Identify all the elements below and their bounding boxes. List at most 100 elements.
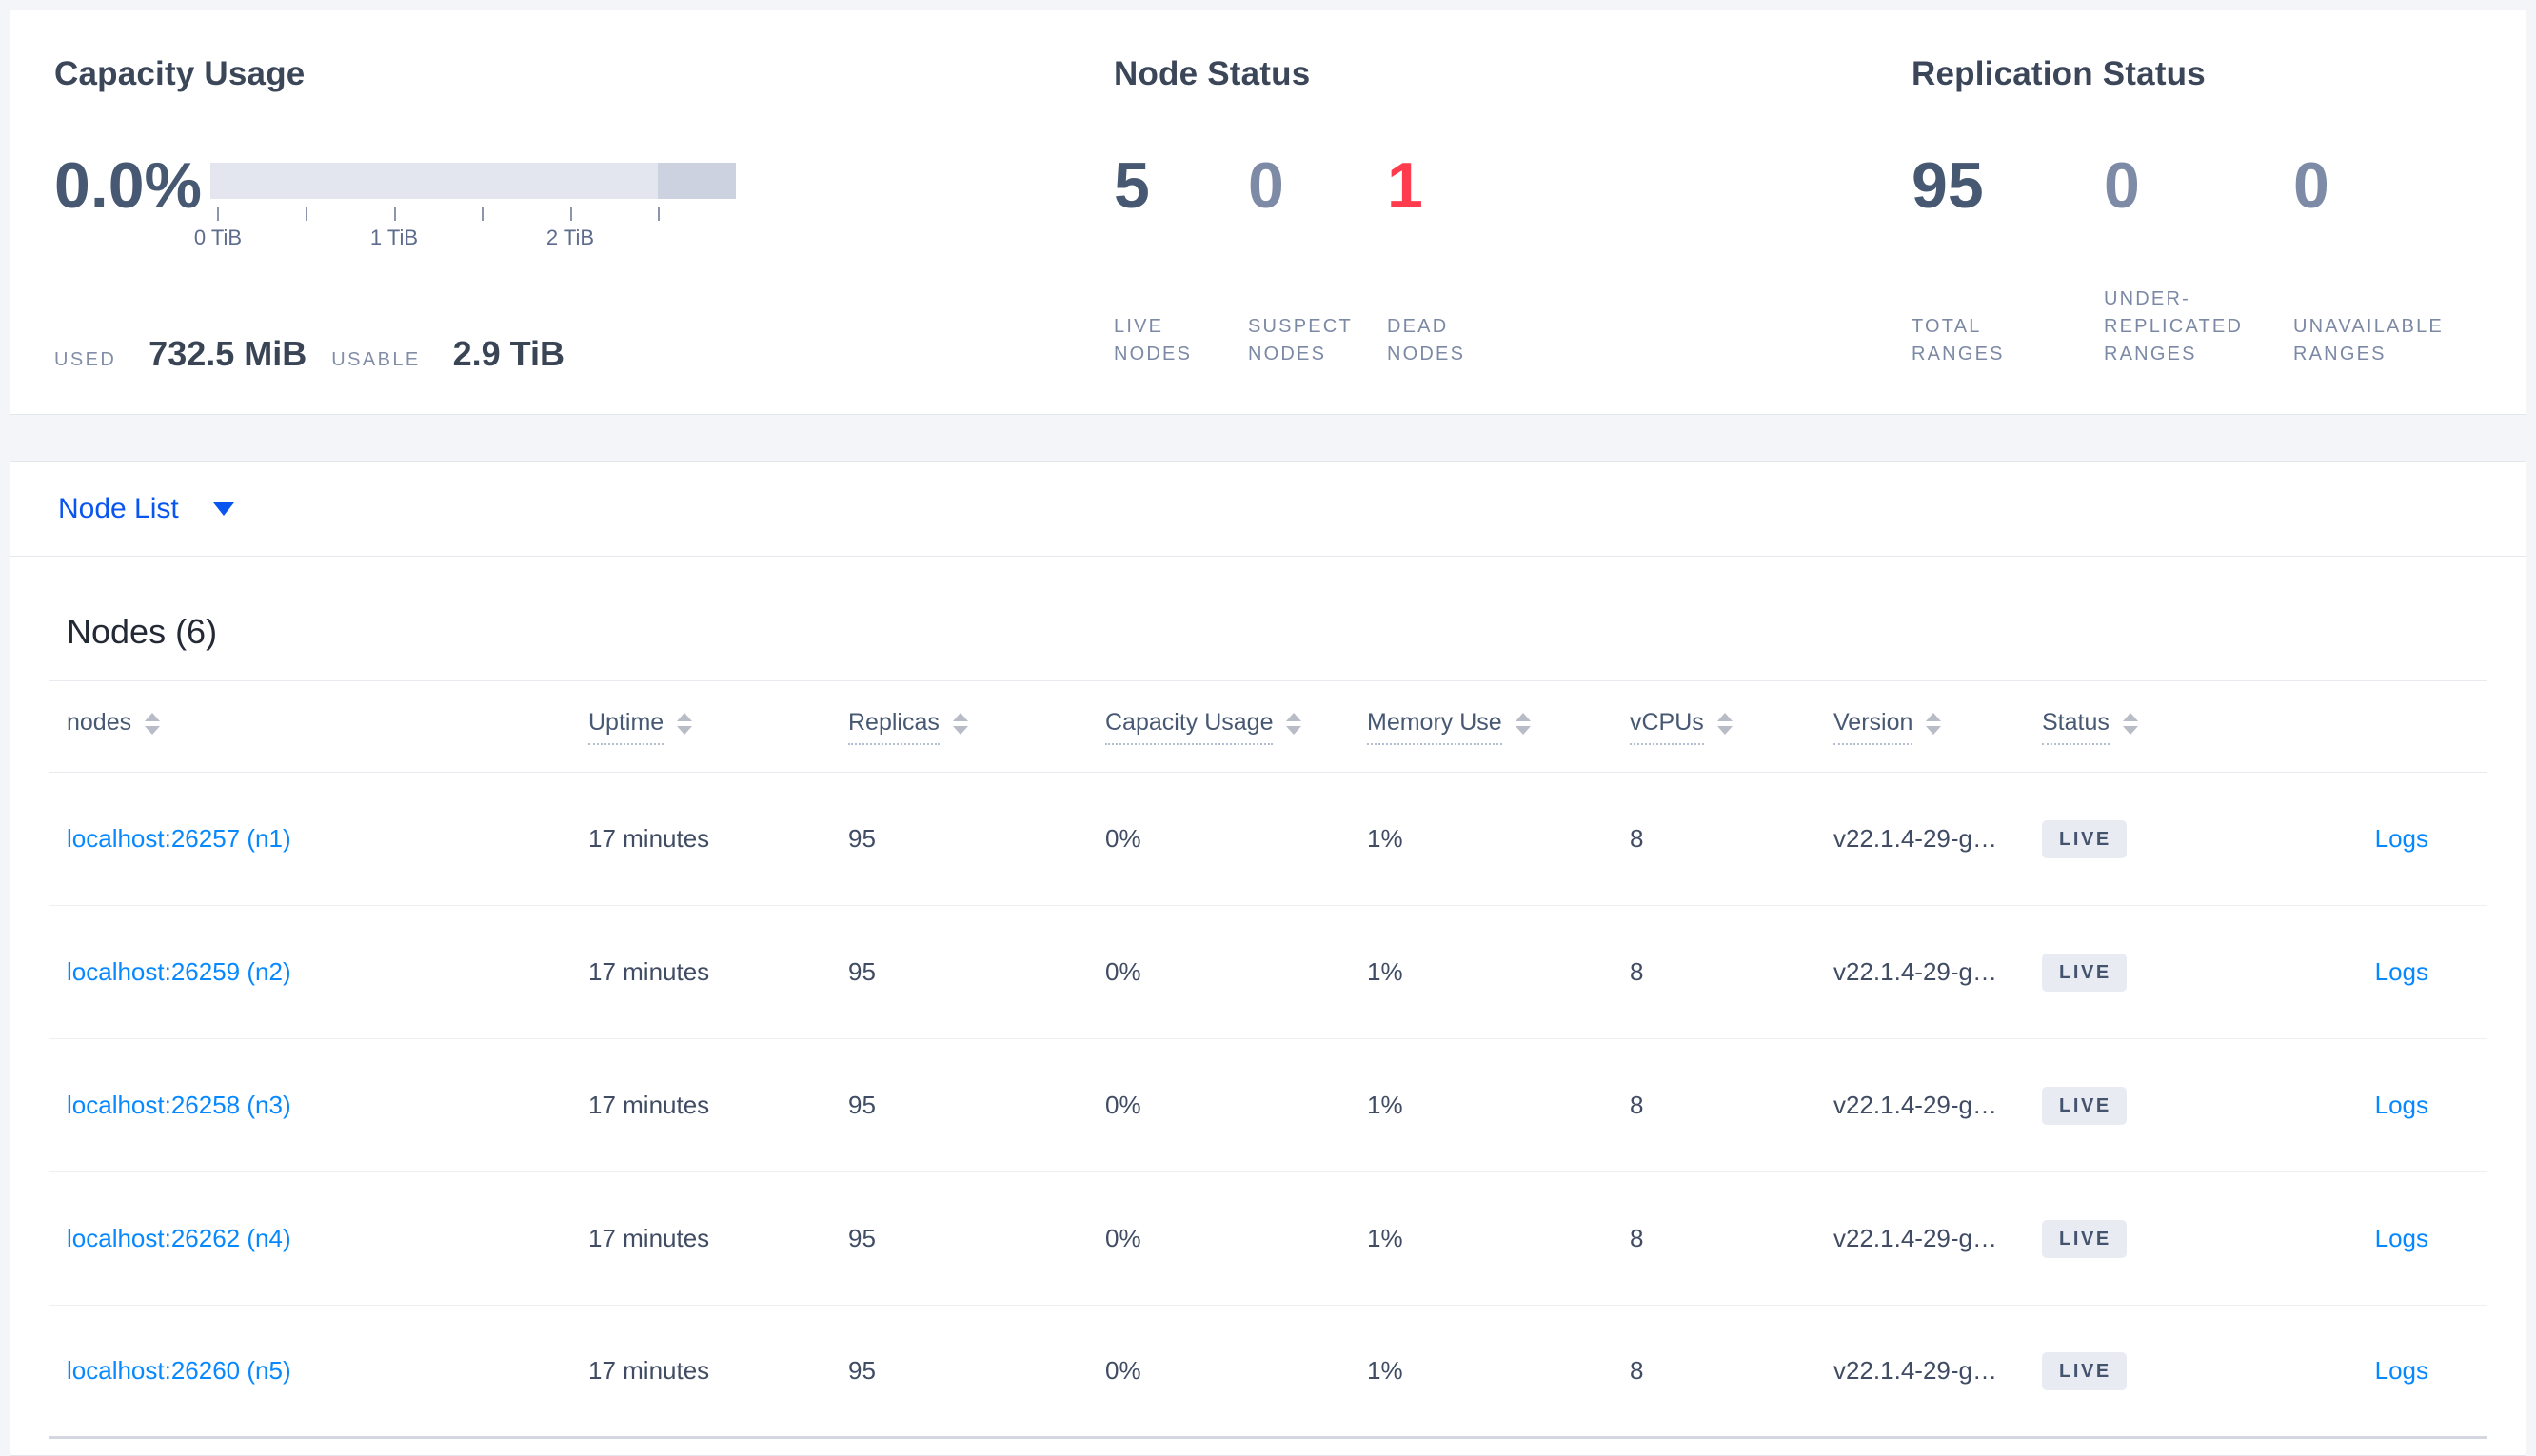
replicas-cell: 95 — [848, 824, 876, 853]
axis-tick-label: 0 TiB — [193, 226, 243, 249]
column-header-label: nodes — [67, 708, 132, 736]
node-row: localhost:26260 (n5) 17 minutes 95 0% 1% 8 v22… — [49, 1306, 2487, 1439]
logs-link[interactable]: Logs — [2374, 957, 2428, 986]
replicas-cell: 95 — [848, 957, 876, 986]
stat-value: 5 — [1114, 149, 1150, 222]
status-badge-live: LIVE — [2042, 953, 2127, 992]
stat: 0 UNAVAILABLE RANGES — [2293, 149, 2442, 368]
logs-link[interactable]: Logs — [2374, 1224, 2428, 1252]
column-header-label: Status — [2042, 709, 2110, 745]
node-address-link[interactable]: localhost:26257 (n1) — [67, 824, 291, 853]
column-header-label: vCPUs — [1630, 709, 1704, 745]
status-cell: LIVE — [2042, 1219, 2232, 1258]
capacity-values: USED 732.5 MiB USABLE 2.9 TiB — [54, 334, 589, 374]
node-status-section: Node Status 5 LIVE NODES 0 SUSPECT NODES 1 DE… — [1114, 54, 1799, 364]
column-header-memory-use[interactable]: Memory Use — [1367, 709, 1630, 745]
node-list-dropdown-label: Node List — [58, 492, 179, 524]
uptime-cell: 17 minutes — [588, 1224, 710, 1252]
uptime-cell: 17 minutes — [588, 1091, 710, 1119]
logs-link[interactable]: Logs — [2374, 824, 2428, 853]
stat-value: 1 — [1387, 149, 1423, 222]
column-header-status[interactable]: Status — [2042, 709, 2232, 745]
stat: 0 UNDER-REPLICATED RANGES — [2104, 149, 2293, 368]
stat: 95 TOTAL RANGES — [1912, 149, 2104, 368]
logs-link[interactable]: Logs — [2374, 1356, 2428, 1385]
view-selector-bar: Node List — [10, 462, 2526, 557]
status-cell: LIVE — [2042, 819, 2232, 858]
version-cell: v22.1.4-29-g… — [1833, 957, 1997, 986]
usable-label: USABLE — [331, 349, 421, 370]
capacity-usage-section: Capacity Usage 0.0% 0 TiB 1 TiB 2 TiB US… — [54, 54, 1063, 373]
node-address-link[interactable]: localhost:26258 (n3) — [67, 1091, 291, 1119]
sort-icon — [1515, 712, 1531, 735]
column-header-replicas[interactable]: Replicas — [848, 709, 1105, 745]
vcpus-cell: 8 — [1630, 1356, 1644, 1385]
chevron-down-icon — [212, 502, 234, 516]
status-badge-live: LIVE — [2042, 1086, 2127, 1125]
column-header-label: Replicas — [848, 709, 940, 745]
nodes-table: nodes Uptime Replicas Capacity Usage Memory … — [49, 680, 2487, 1439]
node-address-link[interactable]: localhost:26259 (n2) — [67, 957, 291, 986]
version-cell: v22.1.4-29-g… — [1833, 1091, 1997, 1119]
nodes-table-body: localhost:26257 (n1) 17 minutes 95 0% 1% 8 v22… — [49, 773, 2487, 1439]
node-row: localhost:26257 (n1) 17 minutes 95 0% 1% 8 v22… — [49, 773, 2487, 906]
capacity-usage-bar-chart: 0 TiB 1 TiB 2 TiB — [194, 163, 736, 249]
node-address-cell: localhost:26257 (n1) — [67, 824, 588, 854]
status-badge-live: LIVE — [2042, 1351, 2127, 1390]
replicas-cell: 95 — [848, 1356, 876, 1385]
axis-tick-label: 2 TiB — [545, 226, 595, 249]
node-address-link[interactable]: localhost:26262 (n4) — [67, 1224, 291, 1252]
column-header-nodes[interactable]: nodes — [67, 709, 588, 745]
replication-status-section: Replication Status 95 TOTAL RANGES 0 UNDER-… — [1912, 54, 2511, 364]
replicas-cell: 95 — [848, 1224, 876, 1252]
stat-label: TOTAL RANGES — [1912, 316, 2005, 364]
capacity-used-percent: 0.0% — [54, 149, 202, 222]
memory-use-cell: 1% — [1367, 957, 1403, 986]
stat-value: 0 — [2104, 149, 2140, 222]
sort-icon — [677, 712, 693, 735]
node-row: localhost:26259 (n2) 17 minutes 95 0% 1% 8 v22… — [49, 906, 2487, 1039]
node-row: localhost:26258 (n3) 17 minutes 95 0% 1% 8 v22… — [49, 1039, 2487, 1172]
logs-cell: Logs — [2232, 1356, 2487, 1386]
logs-link[interactable]: Logs — [2374, 1091, 2428, 1119]
version-cell: v22.1.4-29-g… — [1833, 1224, 1997, 1252]
uptime-cell: 17 minutes — [588, 1356, 710, 1385]
sort-icon — [1286, 712, 1302, 735]
stat: 0 SUSPECT NODES — [1248, 149, 1387, 368]
memory-use-cell: 1% — [1367, 824, 1403, 853]
status-badge-live: LIVE — [2042, 1219, 2127, 1258]
stat-label: DEAD NODES — [1387, 316, 1466, 364]
sort-icon — [2122, 712, 2138, 735]
node-address-cell: localhost:26262 (n4) — [67, 1224, 588, 1253]
column-header-version[interactable]: Version — [1833, 709, 2042, 745]
used-label: USED — [54, 349, 117, 370]
capacity-usage-cell: 0% — [1105, 957, 1141, 986]
axis-tick-label: 1 TiB — [369, 226, 419, 249]
node-address-link[interactable]: localhost:26260 (n5) — [67, 1356, 291, 1385]
status-cell: LIVE — [2042, 1351, 2232, 1390]
stat-label: SUSPECT NODES — [1248, 316, 1353, 364]
node-status-title: Node Status — [1114, 55, 1311, 92]
column-header-label: Version — [1833, 709, 1913, 745]
capacity-usage-title: Capacity Usage — [54, 55, 306, 92]
used-value: 732.5 MiB — [149, 334, 307, 373]
node-list-dropdown[interactable]: Node List — [58, 493, 234, 525]
column-header-capacity-usage[interactable]: Capacity Usage — [1105, 709, 1367, 745]
column-header-label: Uptime — [588, 709, 664, 745]
node-row: localhost:26262 (n4) 17 minutes 95 0% 1% 8 v22… — [49, 1172, 2487, 1306]
column-header-vcpus[interactable]: vCPUs — [1630, 709, 1833, 745]
node-address-cell: localhost:26258 (n3) — [67, 1091, 588, 1120]
vcpus-cell: 8 — [1630, 957, 1644, 986]
stat: 1 DEAD NODES — [1387, 149, 1494, 368]
stat: 5 LIVE NODES — [1114, 149, 1248, 368]
stat-label: LIVE NODES — [1114, 316, 1193, 364]
vcpus-cell: 8 — [1630, 1091, 1644, 1119]
capacity-bar-reserved-segment — [658, 163, 736, 199]
nodes-section-title: Nodes (6) — [67, 612, 218, 651]
vcpus-cell: 8 — [1630, 1224, 1644, 1252]
sort-icon — [145, 712, 161, 735]
column-header-uptime[interactable]: Uptime — [588, 709, 848, 745]
stat-value: 0 — [1248, 149, 1284, 222]
node-list-panel: Node List Nodes (6) nodes Uptime Replicas C… — [10, 461, 2526, 1456]
column-header-label: Capacity Usage — [1105, 709, 1274, 745]
